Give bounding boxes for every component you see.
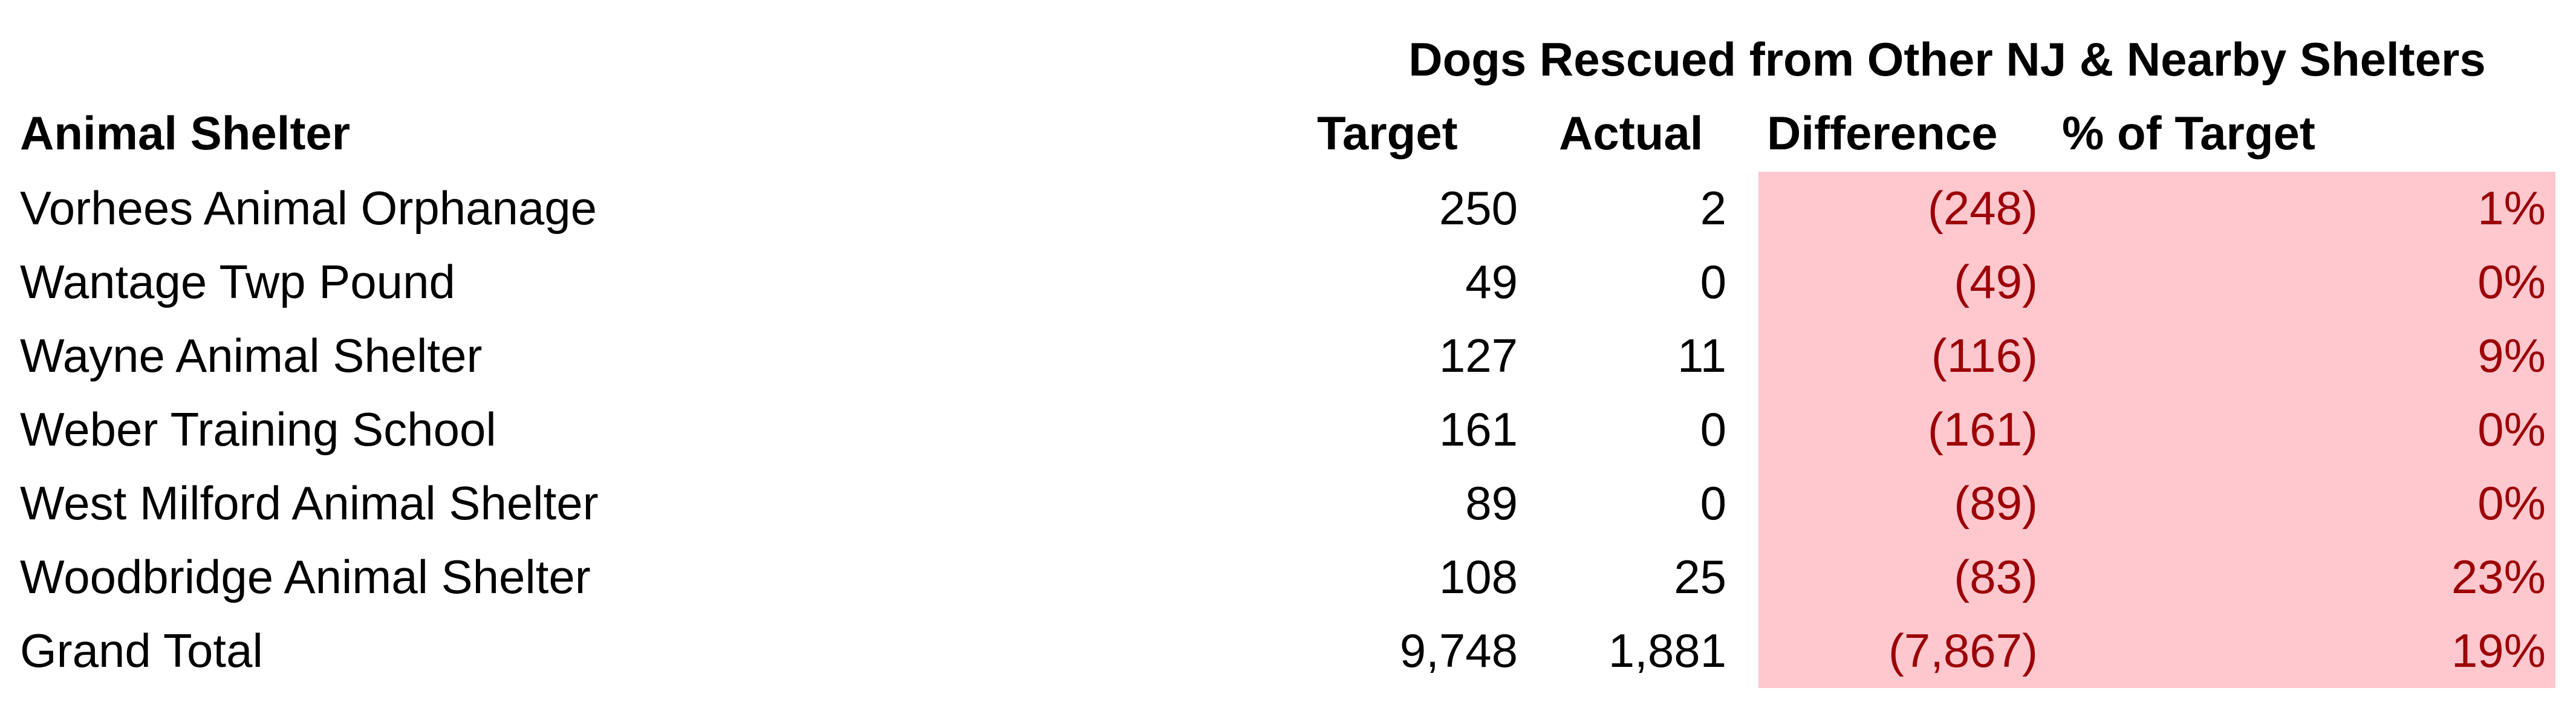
shelter-name: Woodbridge Animal Shelter [20,550,591,603]
shelter-name: Vorhees Animal Orphanage [20,181,597,235]
column-header: Difference [1767,106,1998,160]
percent-cell: 0% [2477,255,2546,308]
target-cell: 9,748 [1399,624,1518,677]
percent-cell: 19% [2451,624,2546,677]
difference-cell: (248) [1927,181,2038,235]
actual-cell: 0 [1700,476,1726,530]
difference-cell: (7,867) [1888,624,2038,677]
column-header: % of Target [2062,106,2315,160]
difference-cell: (116) [1931,329,2038,382]
shelter-name: Grand Total [20,624,263,677]
actual-cell: 2 [1700,181,1726,235]
target-cell: 127 [1439,329,1518,382]
difference-cell: (161) [1927,403,2038,456]
actual-cell: 25 [1674,550,1726,603]
percent-cell: 23% [2451,550,2546,603]
conditional-highlight [1758,172,2555,688]
shelter-name: Wantage Twp Pound [20,255,455,308]
target-cell: 161 [1439,403,1518,456]
actual-cell: 0 [1700,255,1726,308]
target-cell: 108 [1439,550,1518,603]
column-header: Animal Shelter [20,106,351,160]
shelter-name: Weber Training School [20,403,496,456]
actual-cell: 11 [1677,329,1726,382]
column-header: Actual [1559,106,1703,160]
target-cell: 89 [1465,476,1518,530]
target-cell: 49 [1465,255,1518,308]
difference-cell: (89) [1954,476,2038,530]
difference-cell: (83) [1954,550,2038,603]
shelter-name: West Milford Animal Shelter [20,476,599,530]
actual-cell: 1,881 [1608,624,1726,677]
target-cell: 250 [1439,181,1518,235]
percent-cell: 9% [2477,329,2546,382]
column-header: Target [1317,106,1458,160]
percent-cell: 0% [2477,476,2546,530]
percent-cell: 0% [2477,403,2546,456]
actual-cell: 0 [1700,403,1726,456]
group-title: Dogs Rescued from Other NJ & Nearby Shel… [1408,33,2486,86]
percent-cell: 1% [2477,181,2546,235]
difference-cell: (49) [1954,255,2038,308]
shelter-name: Wayne Animal Shelter [20,329,483,382]
